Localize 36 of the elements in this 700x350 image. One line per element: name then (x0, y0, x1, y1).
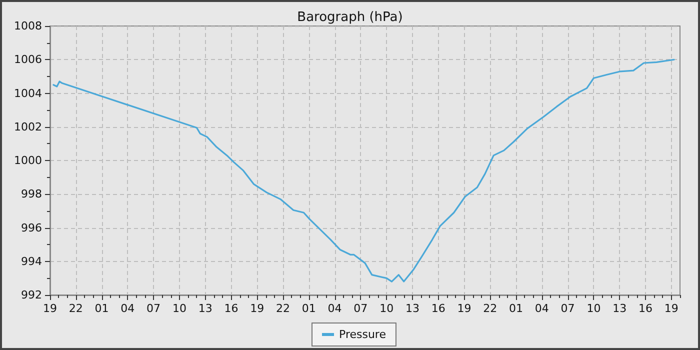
y-tick-label: 994 (21, 254, 42, 268)
x-tick-label: 19 (43, 302, 57, 315)
y-tick-label: 1004 (14, 86, 42, 100)
x-tick-label: 07 (146, 302, 161, 315)
x-tick-label: 10 (586, 302, 601, 315)
y-tick-label: 998 (21, 188, 42, 201)
y-tick-label: 996 (21, 221, 42, 234)
x-tick-label: 04 (534, 302, 549, 315)
x-tick-label: 13 (612, 302, 627, 315)
y-tick-label: 1006 (14, 53, 42, 66)
x-tick-label: 10 (172, 302, 186, 315)
x-tick-label: 19 (457, 302, 472, 315)
x-tick-label: 22 (483, 302, 498, 315)
x-tick-label: 16 (224, 302, 238, 315)
x-tick-label: 01 (302, 302, 316, 315)
x-tick-label: 07 (560, 302, 575, 315)
legend-label: Pressure (339, 328, 386, 341)
x-tick-label: 10 (380, 302, 394, 315)
y-tick-label: 992 (21, 288, 42, 302)
x-tick-label: 13 (198, 302, 212, 315)
x-tick-label: 07 (354, 302, 368, 315)
x-tick-label: 19 (664, 302, 678, 315)
chart-title: Barograph (hPa) (297, 10, 403, 25)
x-tick-label: 01 (509, 302, 524, 315)
x-tick-label: 22 (68, 302, 83, 315)
x-tick-label: 13 (405, 302, 420, 315)
x-tick-label: 16 (638, 302, 652, 315)
y-tick-label: 1000 (14, 154, 42, 167)
y-tick-label: 1008 (14, 20, 42, 32)
x-tick-label: 04 (328, 302, 342, 315)
x-tick-label: 16 (431, 302, 446, 315)
x-tick-label: 01 (94, 302, 109, 315)
x-tick-label: 04 (120, 302, 135, 315)
y-tick-label: 1002 (14, 120, 42, 134)
x-tick-label: 19 (250, 302, 264, 315)
x-tick-label: 22 (276, 302, 290, 315)
